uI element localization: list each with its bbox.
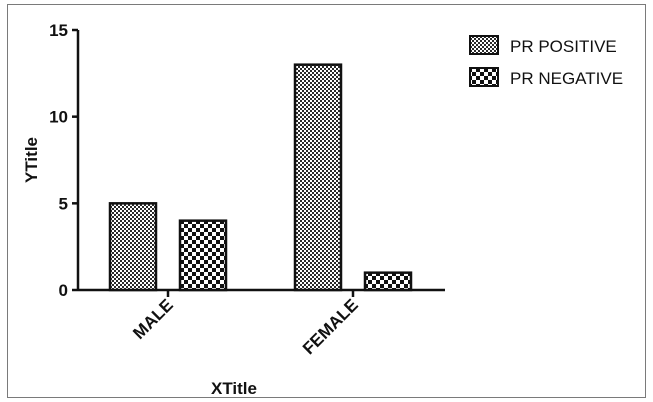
bar [178,219,228,292]
bars-group [108,63,413,292]
y-tick-label: 10 [49,108,68,127]
y-tick-label: 0 [59,281,68,300]
bar [363,271,413,292]
y-tick-label: 5 [59,194,68,213]
y-tick-label: 15 [49,21,68,40]
x-tick-label: MALE [129,295,176,342]
bar [108,202,158,292]
bar [293,63,343,292]
x-axis-title: XTitle [211,379,257,398]
legend-label: PR NEGATIVE [510,69,623,88]
x-tick-label: FEMALE [299,295,362,358]
legend-swatch [469,67,499,87]
y-axis-title: YTitle [22,137,41,183]
legend: PR POSITIVE PR NEGATIVE [469,35,623,88]
legend-label: PR POSITIVE [510,37,617,56]
legend-swatch [469,35,499,55]
